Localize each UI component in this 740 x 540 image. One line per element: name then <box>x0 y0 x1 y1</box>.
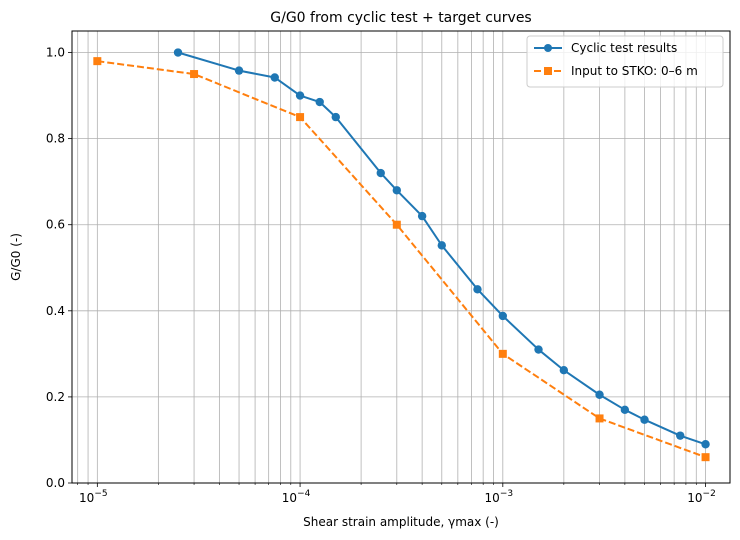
data-point-cyclic <box>676 431 685 440</box>
data-point-stko <box>93 57 102 66</box>
y-tick-label: 1.0 <box>46 46 65 60</box>
x-tick-label: 10−5 <box>79 489 108 505</box>
legend-marker-cyclic <box>544 44 552 52</box>
legend: Cyclic test results Input to STKO: 0–6 m <box>526 35 724 88</box>
x-tick-label: 10−2 <box>687 489 716 505</box>
data-point-stko <box>296 113 305 122</box>
data-point-cyclic <box>534 345 543 354</box>
x-tick-label: 10−3 <box>485 489 514 505</box>
data-point-cyclic <box>498 311 508 321</box>
axis-ticks: 10−5 10−4 10−3 10−2 0.0 0.2 0.4 0.6 0.8 1.0 <box>46 46 716 505</box>
data-point-cyclic <box>473 285 482 294</box>
data-point-cyclic <box>417 211 427 221</box>
data-point-cyclic <box>331 112 340 122</box>
data-point-cyclic <box>559 366 569 375</box>
data-point-cyclic <box>270 73 279 82</box>
y-tick-label: 0.4 <box>46 304 65 318</box>
y-tick-label: 0.2 <box>46 390 65 404</box>
data-point-stko <box>392 220 401 229</box>
legend-marker-stko <box>544 67 552 75</box>
data-point-cyclic <box>173 48 183 57</box>
data-point-stko <box>595 414 604 423</box>
data-point-cyclic <box>376 168 385 178</box>
axes-frame <box>71 30 731 484</box>
data-point-stko <box>701 453 710 462</box>
y-tick-label: 0.0 <box>46 476 65 490</box>
y-tick-label: 0.8 <box>46 132 65 146</box>
x-axis-label: Shear strain amplitude, γmax (-) <box>303 515 499 529</box>
x-tick-label: 10−4 <box>282 489 311 505</box>
data-point-stko <box>498 349 507 358</box>
data-point-stko <box>190 70 199 79</box>
data-point-cyclic <box>392 186 402 195</box>
data-point-cyclic <box>315 97 324 107</box>
legend-box <box>526 35 724 88</box>
data-point-cyclic <box>640 415 649 424</box>
legend-label-stko: Input to STKO: 0–6 m <box>571 64 698 78</box>
data-point-cyclic <box>234 66 244 75</box>
data-point-cyclic <box>595 390 604 399</box>
data-point-cyclic <box>620 405 630 415</box>
y-axis-label: G/G0 (-) <box>9 233 23 281</box>
legend-label-cyclic: Cyclic test results <box>571 41 677 55</box>
data-point-cyclic <box>295 91 305 100</box>
data-point-cyclic <box>437 241 446 250</box>
chart-title: G/G0 from cyclic test + target curves <box>270 10 531 26</box>
series-layer <box>93 48 710 462</box>
y-tick-label: 0.6 <box>46 218 65 232</box>
data-point-cyclic <box>701 440 710 449</box>
